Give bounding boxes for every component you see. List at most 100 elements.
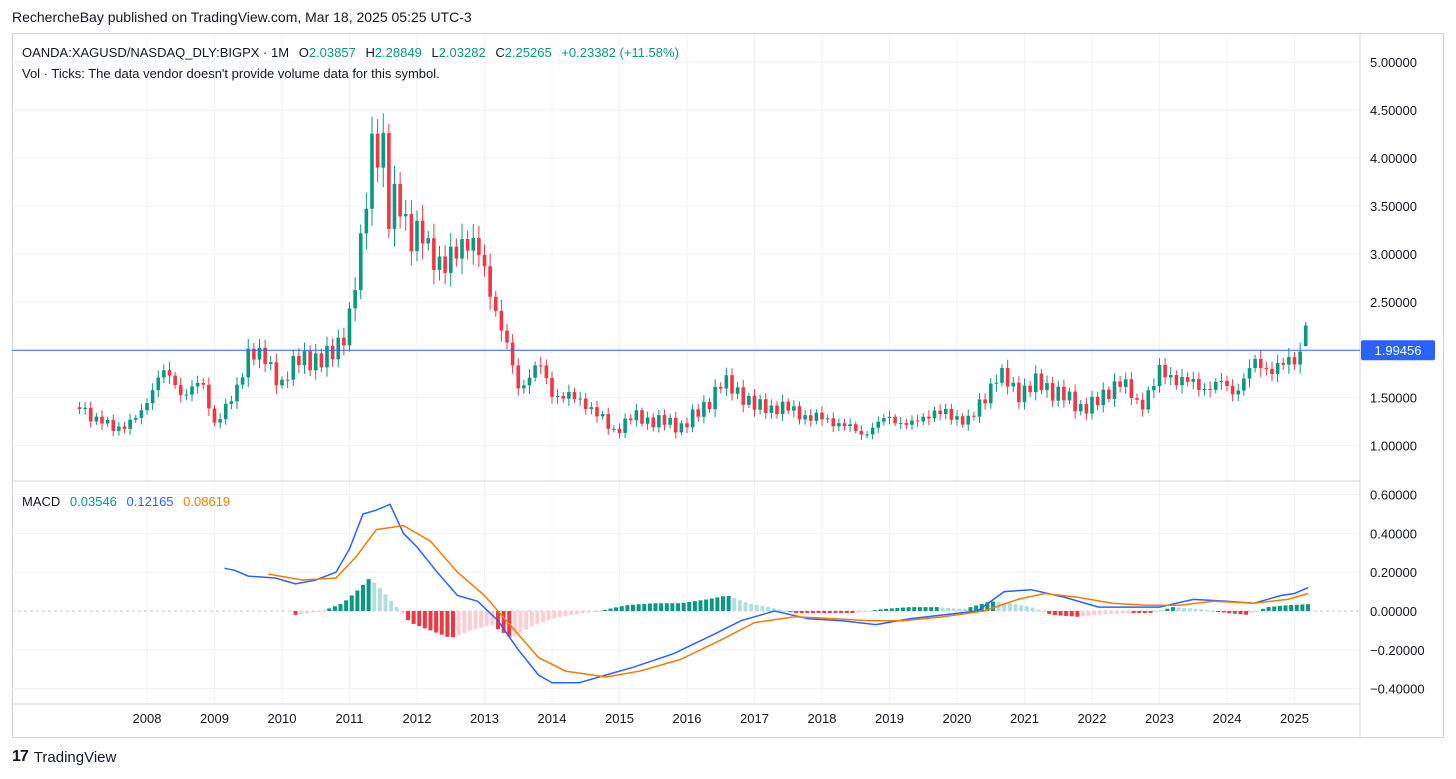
macd-histogram-bar	[631, 604, 635, 611]
macd-histogram-bar	[833, 611, 838, 613]
macd-histogram-bar	[664, 603, 669, 611]
candle-body	[274, 362, 279, 386]
candle-body	[600, 413, 605, 417]
candle	[848, 418, 852, 432]
macd-histogram-bar	[332, 606, 337, 611]
macd-histogram-bar	[1103, 611, 1108, 615]
candle	[679, 420, 684, 436]
candle-body	[1236, 390, 1241, 395]
macd-histogram-bar	[1272, 606, 1277, 611]
macd-histogram-bar	[760, 606, 765, 611]
macd-histogram-bar	[872, 610, 877, 612]
candle-body	[1298, 351, 1302, 365]
published-info: RechercheBay published on TradingView.co…	[12, 9, 472, 25]
candle	[364, 192, 369, 250]
candle	[1050, 376, 1055, 407]
macd-histogram-bar	[389, 600, 394, 611]
macd-histogram-bar	[692, 601, 697, 611]
candle	[1011, 377, 1016, 392]
macd-histogram-bar	[484, 611, 489, 626]
macd-histogram-bar	[1036, 609, 1040, 611]
candle	[1017, 376, 1021, 409]
candle	[887, 410, 892, 425]
x-tick-label: 2025	[1280, 711, 1309, 726]
macd-histogram-bar	[991, 601, 995, 611]
macd-histogram-bar	[1120, 611, 1125, 614]
macd-histogram-bar	[518, 611, 523, 633]
candle	[820, 406, 824, 426]
candle	[285, 371, 290, 388]
candle-body	[482, 254, 487, 267]
macd-histogram-bar	[889, 608, 894, 611]
macd-histogram-bar	[473, 611, 478, 630]
macd-histogram-bar	[974, 605, 979, 611]
macd-histogram-bar	[1148, 611, 1153, 613]
candle	[426, 230, 431, 251]
candle-body	[375, 133, 380, 168]
price-series	[77, 113, 1308, 441]
candle-body	[983, 399, 987, 404]
candle-body	[1022, 385, 1027, 403]
candle-body	[893, 416, 897, 424]
candle	[1129, 372, 1134, 406]
macd-histogram-bar	[434, 611, 439, 633]
candle	[1140, 392, 1145, 417]
candle	[398, 171, 402, 229]
candle	[690, 404, 695, 433]
axis-labels: 2008 2009 2010 2011 2012 2013 2014 2015 2016 2017…	[133, 55, 1425, 726]
macd-histogram-bar	[771, 608, 776, 611]
candle	[640, 407, 644, 427]
candle-body	[589, 407, 594, 410]
macd-histogram-bar	[1193, 608, 1198, 611]
tradingview-footer[interactable]: 17 TradingView	[12, 748, 116, 766]
candle	[325, 336, 329, 377]
candle	[527, 369, 532, 394]
macd-histogram-bar	[383, 594, 388, 611]
candle-body	[955, 416, 959, 420]
candle-body	[1033, 373, 1038, 393]
candle	[510, 334, 515, 374]
candle-body	[848, 424, 852, 427]
candle-body	[319, 353, 324, 368]
x-tick-label: 2015	[605, 711, 634, 726]
candle-body	[1219, 380, 1224, 382]
candle	[1146, 386, 1151, 414]
candle	[623, 413, 627, 439]
candle	[1247, 359, 1252, 388]
macd-histogram-bar	[406, 611, 410, 621]
macd-histogram-bar	[805, 611, 810, 613]
candle	[825, 414, 830, 423]
candle	[190, 379, 194, 402]
candle-body	[960, 416, 965, 425]
macd-histogram-bar	[1013, 604, 1018, 611]
macd-histogram-bar	[321, 610, 326, 612]
candle	[111, 414, 116, 437]
candle-body	[240, 377, 245, 385]
candle	[685, 417, 689, 434]
macd-histogram-bar	[653, 603, 658, 611]
candle	[1101, 382, 1106, 413]
close-label: C	[495, 45, 505, 60]
macd-histogram-bar	[1176, 607, 1181, 611]
candle	[235, 377, 239, 409]
y-tick-label: 3.00000	[1370, 247, 1417, 262]
candle	[763, 393, 768, 419]
macd-histogram-bar	[754, 604, 759, 611]
candle-body	[1112, 381, 1117, 399]
candle-body	[1213, 381, 1218, 390]
macd-histogram-bar	[1232, 611, 1237, 614]
candle	[150, 383, 155, 410]
macd-histogram-bar	[1154, 611, 1159, 612]
signal-line	[268, 524, 1309, 678]
macd-lines	[224, 503, 1309, 684]
macd-histogram-bar	[912, 607, 917, 611]
macd-histogram-bar	[1047, 611, 1052, 615]
candle-body	[353, 290, 357, 309]
candle	[741, 379, 746, 413]
candle-body	[358, 233, 363, 291]
candle	[460, 223, 464, 274]
candle	[780, 394, 785, 422]
candle-body	[527, 377, 532, 386]
macd-histogram-bar	[940, 607, 945, 611]
